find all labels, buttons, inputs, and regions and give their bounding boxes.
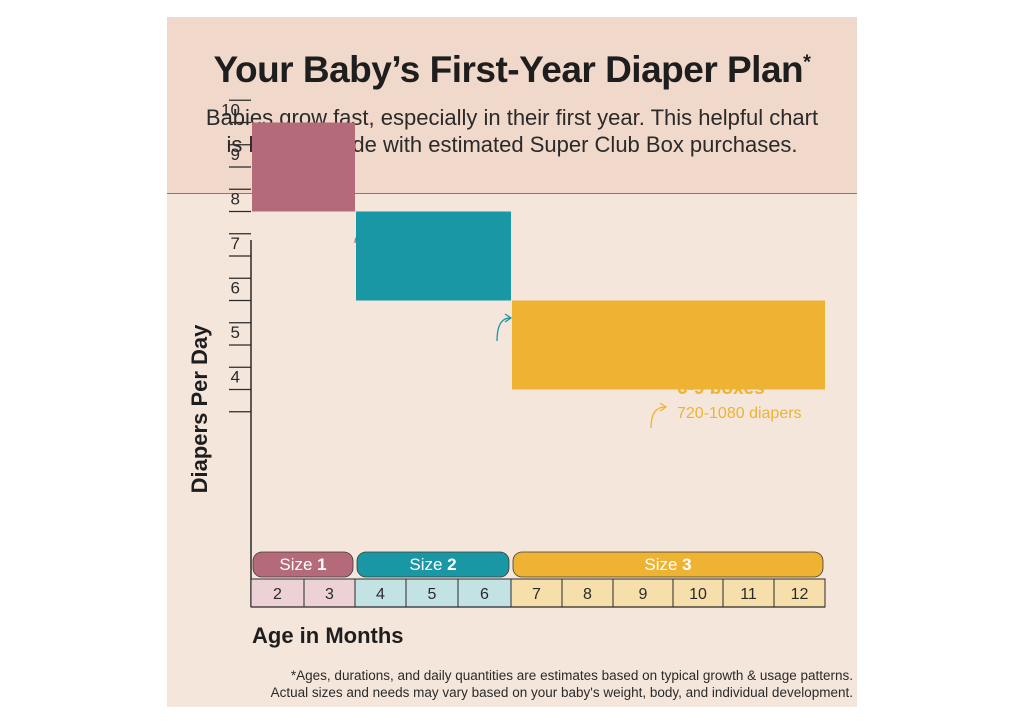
month-cell [457, 578, 512, 608]
y-tick-label: 9 [231, 145, 240, 164]
x-tick-label: 5 [428, 586, 437, 603]
x-tick-label: 7 [532, 586, 541, 603]
x-tick-label: 4 [376, 586, 385, 603]
y-tick-label: 7 [231, 234, 240, 253]
callout-boxes-3: 6-9 boxes [677, 378, 765, 399]
y-tick-label: 4 [231, 368, 240, 387]
size-band-label: Size 1 [279, 555, 326, 574]
page-title: Your Baby’s First-Year Diaper Plan* [213, 49, 811, 90]
x-tick-label: 3 [325, 586, 334, 603]
callout-arrowhead [504, 313, 513, 323]
month-cell [612, 578, 674, 608]
y-tick-label: 8 [231, 190, 240, 209]
bar-size-2 [356, 211, 511, 301]
x-tick-label: 10 [689, 586, 707, 603]
diaper-plan-card: Your Baby’s First-Year Diaper Plan* Babi… [167, 17, 857, 707]
month-cell [250, 578, 305, 608]
callout-diapers-3: 720-1080 diapers [677, 405, 802, 422]
x-tick-label: 2 [273, 586, 282, 603]
y-tick-label: 5 [231, 323, 240, 342]
size-band-3 [512, 551, 824, 578]
y-axis-title: Diapers Per Day [187, 324, 212, 494]
month-cell [672, 578, 724, 608]
x-tick-label: 9 [639, 586, 648, 603]
x-tick-label: 8 [583, 586, 592, 603]
size-band-label: Size 3 [644, 555, 691, 574]
month-cell [405, 578, 459, 608]
month-cell [303, 578, 356, 608]
title-asterisk: * [803, 51, 811, 74]
bar-size-1 [252, 122, 355, 212]
bar-size-3 [512, 300, 825, 390]
x-tick-label: 6 [480, 586, 489, 603]
size-band-label: Size 2 [409, 555, 456, 574]
callout-arrowhead [659, 402, 668, 412]
x-tick-label: 11 [740, 586, 757, 603]
size-band-1 [252, 551, 354, 578]
y-tick-label: 6 [231, 279, 240, 298]
callout-arrow [496, 317, 511, 342]
x-tick-label: 12 [791, 586, 809, 603]
x-axis-label: Age in Months [252, 623, 404, 648]
footnote-line-1: *Ages, durations, and daily quantities a… [290, 668, 853, 683]
callout-arrow [650, 406, 666, 429]
footnote-line-2: Actual sizes and needs may vary based on… [270, 685, 853, 700]
y-tick-label: 10 [221, 101, 240, 120]
size-band-2 [356, 551, 510, 578]
